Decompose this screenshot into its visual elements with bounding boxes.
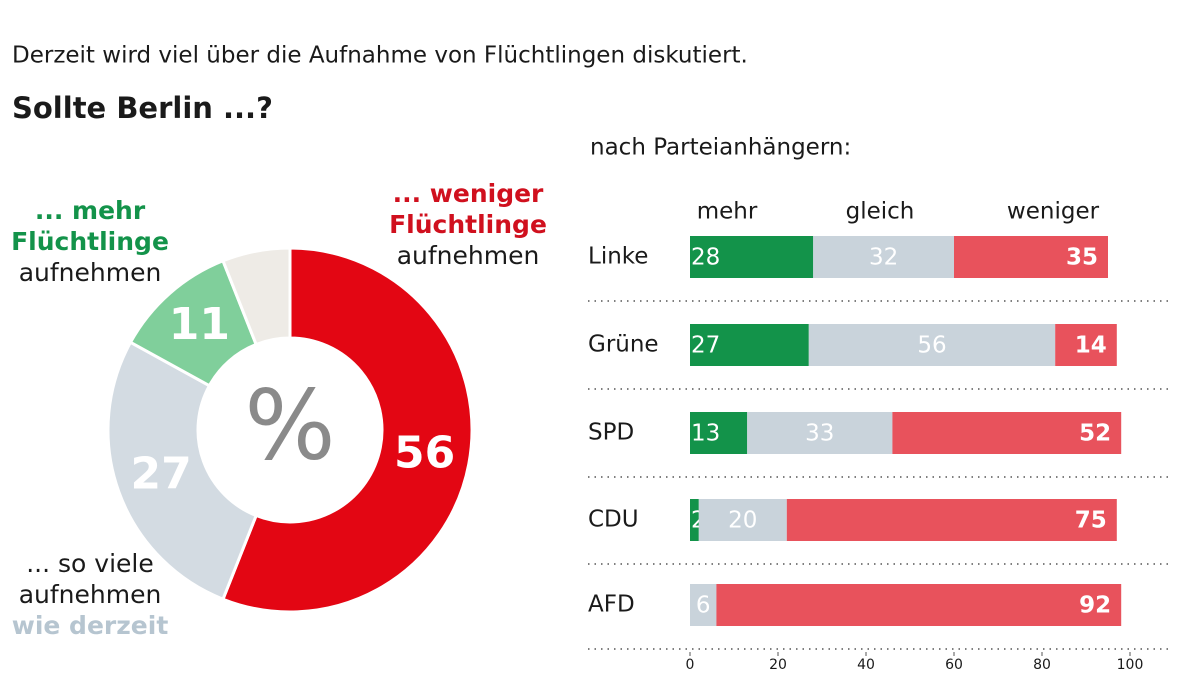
bar-segment — [690, 236, 814, 278]
value-label: 28 — [691, 245, 720, 271]
slice-label: ... so viele — [26, 549, 154, 578]
category-label: Grüne — [588, 332, 659, 358]
x-tick-label: 20 — [769, 657, 787, 673]
x-tick-label: 100 — [1117, 657, 1144, 673]
bar-segment — [808, 324, 1056, 366]
bar-segment — [690, 412, 748, 454]
donut-slice — [221, 246, 292, 347]
slice-label: aufnehmen — [397, 241, 540, 270]
value-label: 32 — [869, 245, 898, 271]
category-label: SPD — [588, 420, 634, 446]
center-label: % — [244, 369, 335, 481]
bar-title: nach Parteianhängern: — [590, 135, 851, 161]
value-label: 20 — [728, 508, 757, 534]
value-label: 13 — [691, 421, 720, 447]
question: Sollte Berlin ...? — [12, 91, 273, 125]
value-label: 92 — [1079, 593, 1111, 619]
slice-label: Flüchtlinge — [11, 227, 169, 256]
x-tick-label: 60 — [945, 657, 963, 673]
value-label: 35 — [1066, 245, 1098, 271]
slice-label: aufnehmen — [19, 258, 162, 287]
category-label: AFD — [588, 592, 635, 618]
value-label: 56 — [394, 428, 455, 479]
slice-label: Flüchtlinge — [389, 210, 547, 239]
slice-label: ... weniger — [393, 179, 544, 208]
slice-label: ... mehr — [35, 196, 146, 225]
bar-segment — [1055, 324, 1117, 366]
value-label: 27 — [691, 333, 720, 359]
value-label: 52 — [1079, 421, 1111, 447]
bar-segment — [690, 584, 717, 626]
x-tick-label: 0 — [686, 657, 695, 673]
value-label: 75 — [1075, 508, 1107, 534]
bar-segment — [698, 499, 787, 541]
bar-segment — [747, 412, 893, 454]
bar-segment — [954, 236, 1108, 278]
bar-segment — [716, 584, 1122, 626]
bar-segment — [786, 499, 1117, 541]
legend-label: weniger — [1007, 199, 1100, 225]
bar-segment — [892, 412, 1122, 454]
x-tick-label: 40 — [857, 657, 875, 673]
value-label: 6 — [696, 593, 711, 619]
bar-segment — [690, 324, 809, 366]
bar-segment — [690, 499, 699, 541]
bar-segment — [813, 236, 954, 278]
value-label: 27 — [130, 448, 191, 499]
slice-label: wie derzeit — [12, 611, 169, 640]
donut-slice — [221, 246, 474, 614]
value-label: 33 — [805, 421, 834, 447]
donut-slice — [106, 340, 259, 602]
legend-label: gleich — [846, 199, 915, 225]
subtitle: Derzeit wird viel über die Aufnahme von … — [12, 43, 748, 69]
category-label: CDU — [588, 507, 639, 533]
value-label: 11 — [169, 299, 230, 350]
value-label: 14 — [1075, 333, 1107, 359]
x-tick-label: 80 — [1033, 657, 1051, 673]
category-label: Linke — [588, 244, 648, 270]
value-label: 56 — [917, 333, 946, 359]
slice-label: aufnehmen — [19, 580, 162, 609]
legend-label: mehr — [697, 199, 758, 225]
